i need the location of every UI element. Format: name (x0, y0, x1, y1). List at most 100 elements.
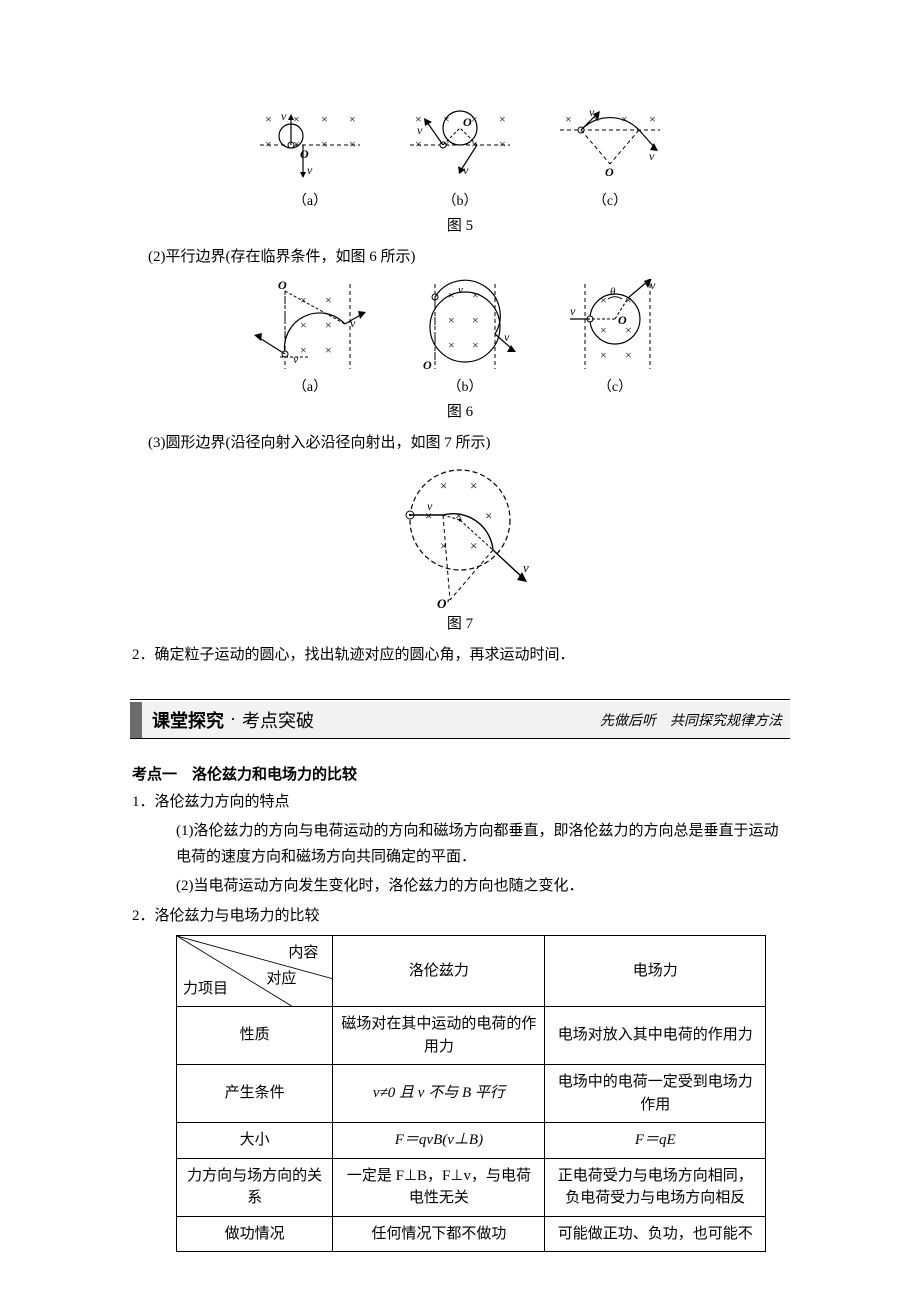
table-row: 性质 磁场对在其中运动的电荷的作用力 电场对放入其中电荷的作用力 (177, 1007, 766, 1065)
svg-text:×: × (472, 313, 479, 327)
cell: 磁场对在其中运动的电荷的作用力 (333, 1007, 545, 1065)
fig5-c-label: （c） (555, 190, 665, 210)
cell: F＝qE (545, 1123, 766, 1159)
p2: 2．洛伦兹力与电场力的比较 (130, 904, 790, 930)
cell: 大小 (177, 1123, 333, 1159)
cell: 电场对放入其中电荷的作用力 (545, 1007, 766, 1065)
section-top-border (130, 699, 790, 700)
cell: 正电荷受力与电场方向相同，负电荷受力与电场方向相反 (545, 1158, 766, 1216)
cell: 做功情况 (177, 1216, 333, 1252)
fig5-b-svg: ×××× ×××× O v v (405, 108, 515, 188)
fig6-c-label: （c） (560, 376, 670, 396)
svg-text:v: v (293, 352, 299, 366)
table-row: 产生条件 v≠0 且 v 不与 B 平行 电场中的电荷一定受到电场力作用 (177, 1065, 766, 1123)
svg-text:×: × (649, 112, 656, 126)
svg-text:×: × (300, 343, 307, 357)
page: × × × × × × × × v O v （a） × × × × × × × × (0, 0, 920, 1292)
table-row: 大小 F＝qvB(v⊥B) F＝qE (177, 1123, 766, 1159)
svg-text:v: v (427, 499, 433, 513)
svg-text:O: O (463, 115, 472, 129)
p1-2: (2)当电荷运动方向发生变化时，洛伦兹力的方向也随之变化． (130, 874, 790, 900)
svg-text:v: v (504, 330, 510, 344)
fig6-b: ×× ×× ×× v O v （b） (410, 279, 520, 396)
svg-text:×: × (600, 293, 607, 307)
section-block-icon (130, 702, 142, 738)
svg-text:×: × (625, 348, 632, 362)
table-header-row: 内容 对应 力项目 洛伦兹力 电场力 (177, 936, 766, 1007)
fig6-a-label: （a） (250, 376, 370, 396)
fig5-a: ×××× ×××× v O v （a） (255, 108, 365, 210)
svg-text:v: v (649, 149, 655, 163)
fig5-b-label: （b） (405, 190, 515, 210)
section-subtitle: 考点突破 (242, 707, 314, 733)
svg-text:×: × (600, 348, 607, 362)
cell-text: F＝qE (635, 1132, 676, 1148)
svg-text:×: × (265, 137, 272, 151)
svg-text:×: × (440, 478, 447, 493)
svg-text:×: × (349, 112, 356, 126)
svg-text:O: O (423, 358, 432, 372)
fig6-c: ×× ×× ×× O v v θ （c） (560, 279, 670, 396)
cell: 一定是 F⊥B，F⊥v，与电荷电性无关 (333, 1158, 545, 1216)
cell: 可能做正功、负功，也可能不 (545, 1216, 766, 1252)
section-right-note: 先做后听 共同探究规律方法 (600, 710, 782, 730)
svg-text:v: v (570, 304, 576, 318)
svg-text:v: v (350, 316, 356, 330)
comparison-table: 内容 对应 力项目 洛伦兹力 电场力 性质 磁场对在其中运动的电荷的作用力 电场… (176, 935, 766, 1252)
fig5-c: ×××× v O v （c） (555, 108, 665, 210)
fig5-b: ×××× ×××× O v v （b） (405, 108, 515, 210)
svg-text:×: × (499, 112, 506, 126)
fig6-c-svg: ×× ×× ×× O v v θ (560, 279, 670, 374)
svg-text:O: O (605, 165, 614, 179)
svg-text:×: × (325, 293, 332, 307)
diag-bot: 力项目 (183, 978, 228, 1001)
line-item-2: (2)平行边界(存在临界条件，如图 6 所示) (130, 245, 790, 271)
svg-text:×: × (300, 293, 307, 307)
svg-text:×: × (325, 343, 332, 357)
diag-mid: 对应 (266, 968, 296, 991)
svg-text:×: × (415, 137, 422, 151)
svg-text:v: v (307, 163, 313, 177)
fig6-a: ×× ×× ×× O v v （a） (250, 279, 370, 396)
svg-text:×: × (565, 112, 572, 126)
th-electric: 电场力 (545, 936, 766, 1007)
cell: F＝qvB(v⊥B) (333, 1123, 545, 1159)
svg-text:O: O (618, 313, 627, 327)
svg-text:×: × (472, 288, 479, 302)
fig5-c-svg: ×××× v O v (555, 108, 665, 188)
svg-text:×: × (485, 508, 492, 523)
cell-text: v≠0 且 v 不与 B 平行 (373, 1085, 505, 1101)
section-header: 课堂探究 · 考点突破 先做后听 共同探究规律方法 (130, 702, 790, 739)
fig6-b-label: （b） (410, 376, 520, 396)
cell: 性质 (177, 1007, 333, 1065)
svg-text:v: v (417, 123, 423, 137)
svg-text:v: v (458, 284, 463, 296)
table-row: 做功情况 任何情况下都不做功 可能做正功、负功，也可能不 (177, 1216, 766, 1252)
svg-text:θ: θ (610, 286, 616, 298)
svg-text:v: v (523, 560, 529, 575)
svg-text:×: × (472, 338, 479, 352)
svg-text:×: × (349, 137, 356, 151)
fig5-caption: 图 5 (130, 214, 790, 235)
cell: 电场中的电荷一定受到电场力作用 (545, 1065, 766, 1123)
svg-text:×: × (448, 313, 455, 327)
fig6-b-svg: ×× ×× ×× v O v (410, 279, 520, 374)
fig5-a-svg: ×××× ×××× v O v (255, 108, 365, 188)
svg-text:O: O (300, 147, 309, 161)
svg-text:×: × (265, 112, 272, 126)
table-row: 力方向与场方向的关系 一定是 F⊥B，F⊥v，与电荷电性无关 正电荷受力与电场方… (177, 1158, 766, 1216)
fig6-a-svg: ×× ×× ×× O v v (250, 279, 370, 374)
svg-text:v: v (463, 163, 469, 177)
p1: 1．洛伦兹力方向的特点 (130, 790, 790, 816)
svg-text:×: × (300, 318, 307, 332)
svg-text:×: × (470, 478, 477, 493)
cell: 力方向与场方向的关系 (177, 1158, 333, 1216)
svg-text:×: × (448, 338, 455, 352)
fig6-caption: 图 6 (130, 400, 790, 421)
cell: v≠0 且 v 不与 B 平行 (333, 1065, 545, 1123)
cell: 任何情况下都不做功 (333, 1216, 545, 1252)
svg-text:×: × (470, 538, 477, 553)
svg-text:v: v (650, 279, 656, 292)
svg-text:×: × (321, 112, 328, 126)
figure-5-row: ×××× ×××× v O v （a） ×××× ×××× (130, 108, 790, 210)
